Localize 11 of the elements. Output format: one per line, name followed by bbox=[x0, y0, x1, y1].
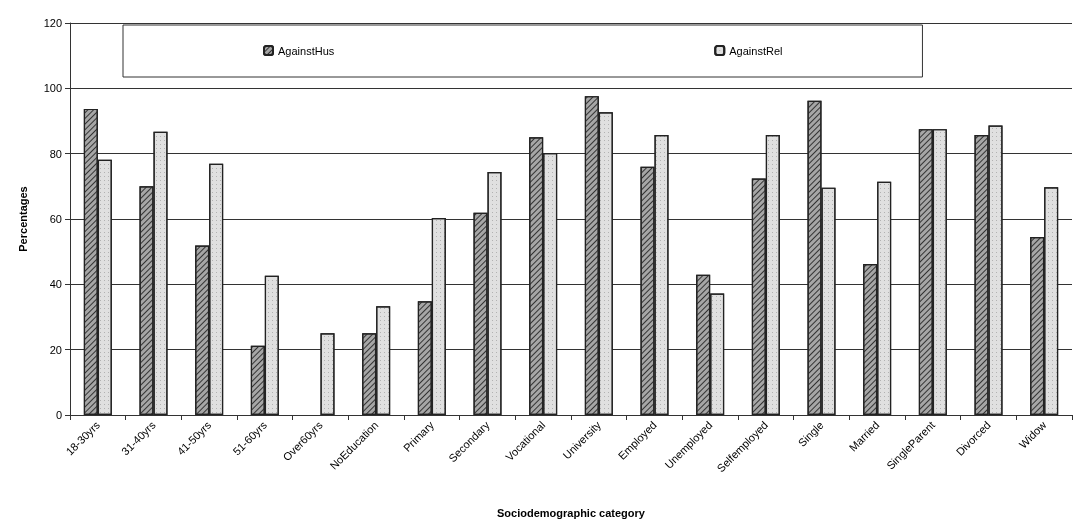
legend-label: AgainstHus bbox=[278, 44, 335, 57]
legend-label: AgainstRel bbox=[729, 44, 783, 57]
y-tick-label: 0 bbox=[55, 409, 62, 421]
y-tick-label: 60 bbox=[49, 213, 62, 225]
y-tick-label: 100 bbox=[43, 82, 62, 95]
y-tick-label: 40 bbox=[49, 278, 62, 291]
y-axis-title: Percentages bbox=[16, 186, 29, 252]
y-tick-label: 20 bbox=[49, 343, 62, 356]
y-tick-label: 120 bbox=[43, 17, 62, 29]
y-tick-label: 80 bbox=[49, 147, 62, 160]
x-axis-title: Sociodemographic category bbox=[497, 506, 646, 519]
